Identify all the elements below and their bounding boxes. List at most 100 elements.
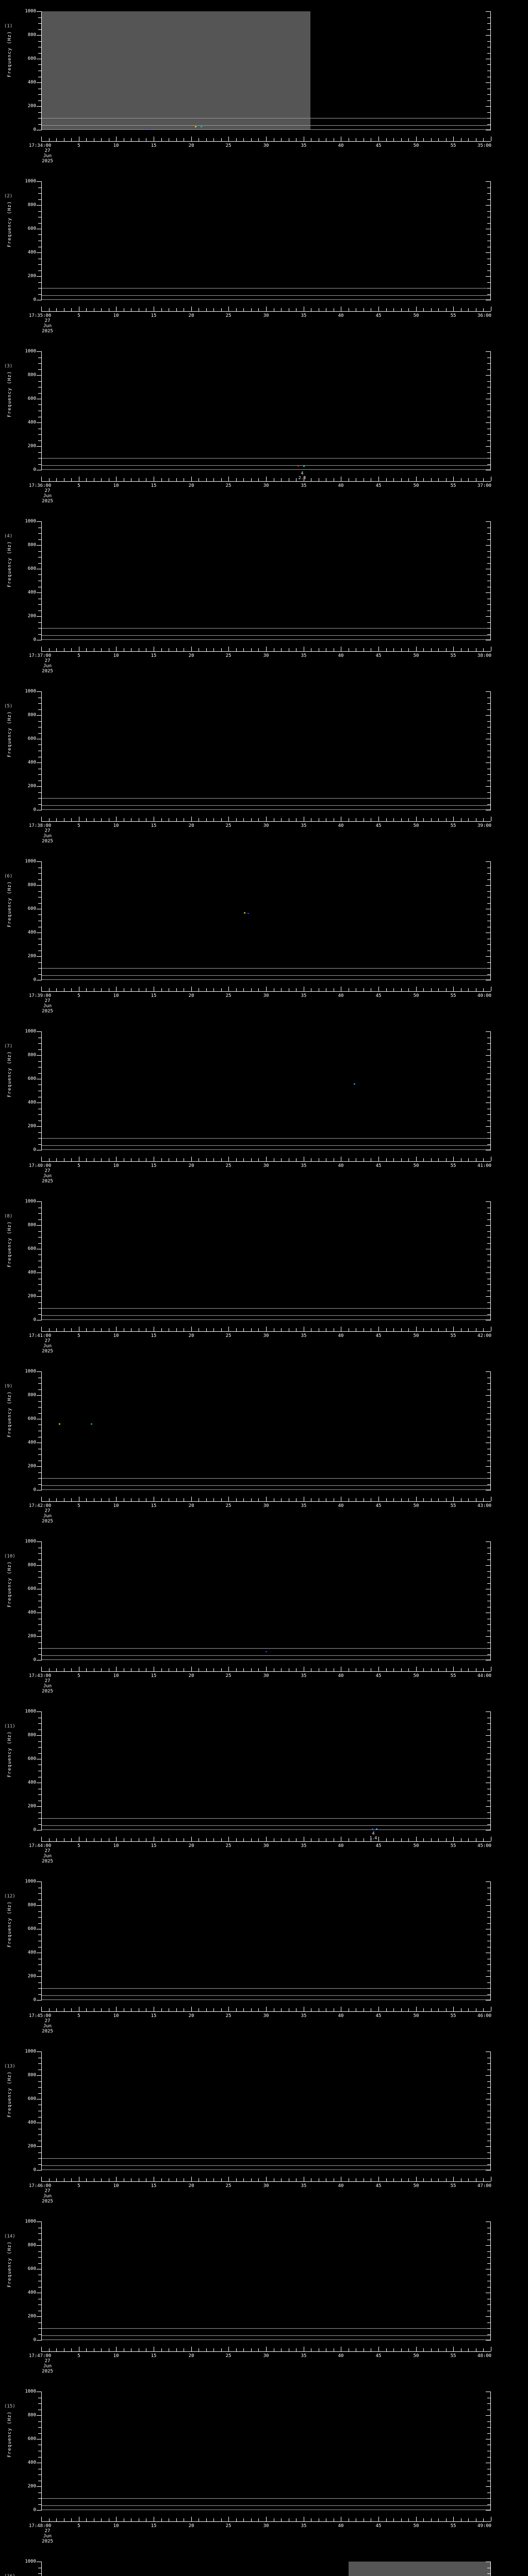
right-axis-tick: [487, 2134, 490, 2135]
right-axis-spine: [490, 2052, 491, 2171]
time-axis-tick: [236, 2348, 237, 2351]
plot-area[interactable]: [41, 1371, 491, 1490]
y-axis-tick-label: 800: [27, 1223, 36, 1228]
time-axis-tick-label: 40: [338, 2013, 344, 2019]
time-axis-tick-label: 15: [151, 1503, 157, 1509]
y-axis-tick: [38, 2257, 41, 2258]
time-axis-tick: [86, 1158, 87, 1161]
time-axis-tick-label: 55: [450, 2523, 456, 2529]
plot-area[interactable]: [41, 861, 491, 980]
plot-area[interactable]: [41, 1201, 491, 1320]
date-line: 27: [44, 1509, 51, 1514]
right-axis-tick: [487, 1472, 490, 1473]
time-axis: [41, 1841, 491, 1842]
time-axis-tick-label: 30: [263, 2353, 269, 2359]
time-axis-tick: [438, 2518, 439, 2521]
time-axis-tick: [236, 1158, 237, 1161]
plot-area[interactable]: [41, 2562, 491, 2576]
date-line: 27: [44, 1849, 51, 1854]
time-axis-tick: [228, 647, 229, 651]
gridline-100hz: [41, 798, 491, 799]
y-axis-tick: [38, 282, 41, 283]
y-axis-tick: [37, 2316, 41, 2317]
time-axis-tick: [438, 1328, 439, 1331]
y-axis-tick: [38, 1747, 41, 1748]
panel-inner: (15) Frequency (Hz) 0 200 400 600 800 1000 17:48…: [0, 2380, 528, 2550]
time-axis-tick-label: 5: [77, 823, 80, 828]
time-axis-tick-label: 5: [77, 483, 80, 488]
right-axis-tick: [487, 1213, 490, 1214]
plot-area[interactable]: [41, 521, 491, 640]
right-axis-tick: [487, 1624, 490, 1625]
time-axis-tick-label: 15: [151, 2353, 157, 2359]
time-axis-tick: [401, 2518, 402, 2521]
spectrogram-panel: (3) Frequency (Hz) 0 200 400 600 800 1000 17:36:…: [0, 340, 528, 510]
right-axis-tick: [487, 282, 490, 283]
y-axis-tick: [37, 446, 41, 447]
plot-area[interactable]: [41, 2052, 491, 2170]
gridline-100hz: [41, 1648, 491, 1649]
time-axis-tick: [453, 817, 454, 821]
right-axis-tick: [486, 1371, 490, 1372]
plot-area[interactable]: [41, 1711, 491, 1830]
plot-area[interactable]: [41, 181, 491, 300]
right-axis-tick: [487, 440, 490, 441]
plot-area[interactable]: [41, 2392, 491, 2510]
time-axis-tick: [71, 1668, 72, 1671]
time-axis-tick: [86, 988, 87, 991]
right-axis-tick: [487, 1478, 490, 1479]
time-axis-tick: [266, 987, 267, 991]
time-axis-tick-label: 40: [338, 2183, 344, 2189]
time-axis-tick-label: 40: [338, 313, 344, 318]
time-axis-tick: [393, 648, 394, 651]
time-axis-tick: [206, 138, 207, 141]
time-axis-tick: [483, 2178, 484, 2181]
y-axis-tick: [38, 458, 41, 459]
date-stack-label: 27 Jun 2025: [32, 2529, 63, 2544]
time-axis-tick: [86, 1668, 87, 1671]
plot-area[interactable]: [41, 1882, 491, 2000]
date-line: 27: [44, 658, 51, 664]
y-axis-tick-label: 400: [27, 590, 36, 595]
y-axis-title: Frequency (Hz): [7, 2411, 12, 2458]
time-axis-tick-label: 30: [263, 483, 269, 488]
y-axis-tick: [38, 563, 41, 564]
time-axis-tick: [243, 648, 244, 651]
time-axis-tick-label: 50: [413, 993, 419, 998]
y-axis-title: Frequency (Hz): [7, 201, 12, 247]
y-axis-spine: [41, 1711, 42, 1831]
plot-area[interactable]: [41, 11, 491, 130]
time-axis-tick: [378, 2177, 379, 2181]
plot-area[interactable]: [41, 2222, 491, 2340]
date-line: 2025: [42, 1689, 53, 1694]
time-axis-tick: [41, 1157, 42, 1161]
time-axis-tick: [446, 308, 447, 311]
right-axis-tick: [487, 2081, 490, 2082]
right-axis-tick: [486, 786, 490, 787]
y-axis-tick: [38, 1302, 41, 1303]
right-axis-tick: [487, 1302, 490, 1303]
plot-area[interactable]: [41, 1031, 491, 1150]
time-axis-tick: [401, 1668, 402, 1671]
time-axis-tick: [251, 1328, 252, 1331]
time-axis-tick-label: 15: [151, 1333, 157, 1338]
time-axis-tick: [438, 308, 439, 311]
time-axis-tick-label: 50: [413, 1503, 419, 1509]
right-axis-tick: [486, 616, 490, 617]
time-axis-tick-label: 40: [338, 483, 344, 488]
spectrogram-panel: (7) Frequency (Hz) 0 200 400 600 800 1000 17:40:…: [0, 1020, 528, 1190]
y-axis-tick: [37, 521, 41, 522]
time-axis-tick: [281, 2348, 282, 2351]
plot-area[interactable]: [41, 691, 491, 810]
plot-area[interactable]: [41, 351, 491, 470]
time-axis-tick: [236, 648, 237, 651]
time-axis-tick: [236, 1668, 237, 1671]
y-axis-tick: [38, 533, 41, 534]
y-axis-tick: [37, 1976, 41, 1977]
plot-area[interactable]: [41, 1541, 491, 1660]
y-axis-tick-label: 1000: [25, 2219, 36, 2224]
y-axis-tick-label: 200: [27, 1974, 36, 1979]
y-axis-tick-label: 800: [27, 1053, 36, 1058]
date-stack-label: 27 Jun 2025: [32, 1849, 63, 1864]
time-axis-tick: [101, 988, 102, 991]
